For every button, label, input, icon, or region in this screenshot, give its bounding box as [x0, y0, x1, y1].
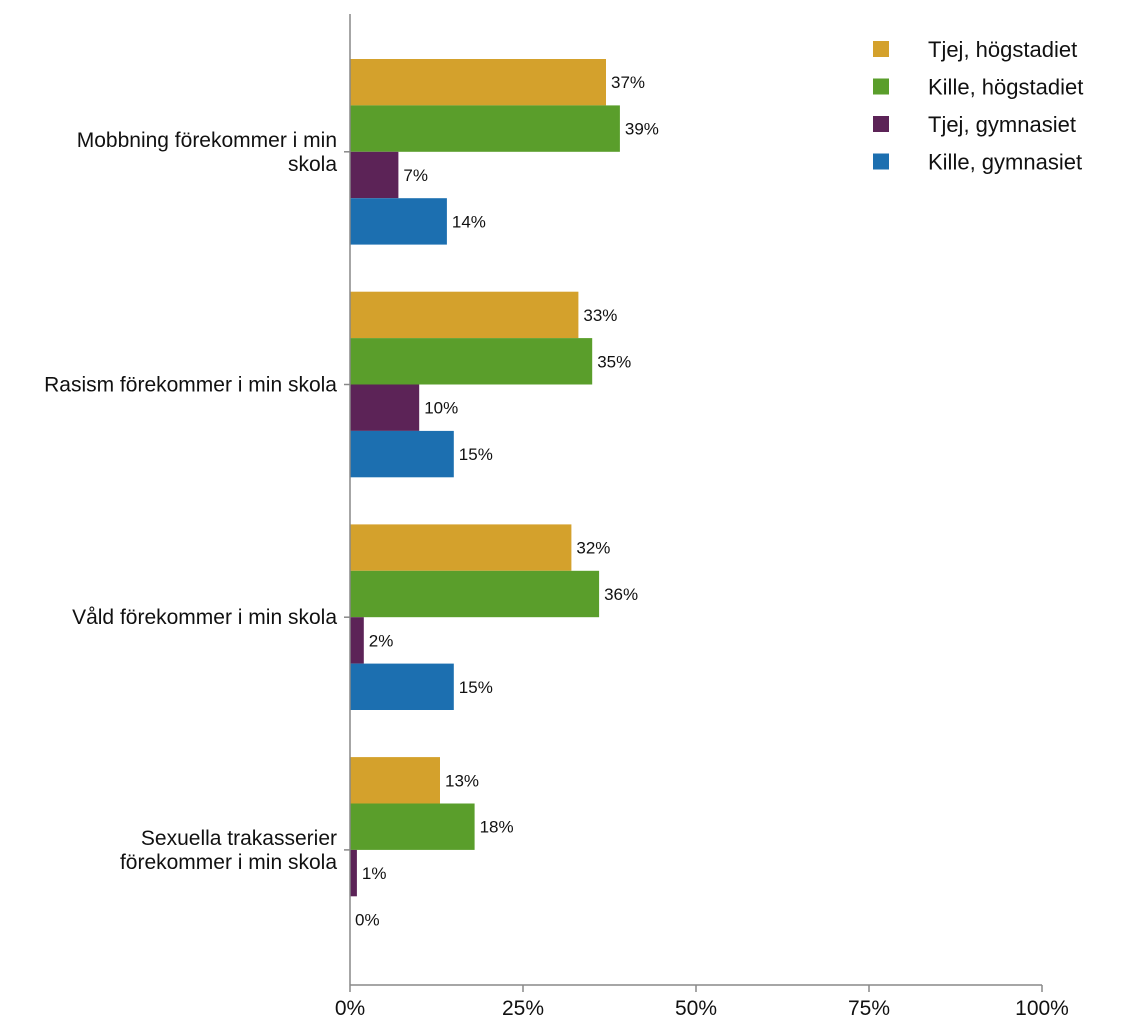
legend-label: Kille, gymnasiet [928, 150, 1082, 175]
bar-value-label: 37% [611, 73, 645, 92]
x-axis-ticks-group: 0% 25% 50% 75% 100% [335, 985, 1069, 1019]
bar-value-label: 39% [625, 120, 659, 139]
bar [350, 338, 593, 385]
category-label: skola [288, 153, 337, 176]
legend-swatch [873, 41, 889, 57]
bar-value-label: 1% [362, 864, 387, 883]
x-tick-label: 50% [675, 997, 717, 1019]
legend: Tjej, högstadiet Kille, högstadiet Tjej, g… [873, 37, 1083, 175]
bar-value-label: 13% [445, 771, 479, 790]
bar [350, 524, 572, 571]
bar-value-label: 33% [583, 306, 617, 325]
bar [350, 59, 606, 106]
bar-value-label: 35% [597, 352, 631, 371]
bar [350, 105, 620, 152]
value-labels-group: 37% 39% 7% 14% 33% 35% 10% 15% 32% 36% 2% 15% 13% 18%… [355, 73, 659, 929]
bar [350, 803, 475, 850]
bar [350, 291, 579, 339]
category-label: Sexuella trakasserier [141, 827, 337, 850]
bar-value-label: 2% [369, 631, 394, 650]
legend-swatch [873, 78, 889, 95]
bar-value-label: 7% [403, 166, 428, 185]
bars-group [350, 59, 620, 897]
bar [350, 430, 454, 478]
x-tick-label: 100% [1015, 997, 1069, 1019]
bar-value-label: 10% [424, 399, 458, 418]
bar-value-label: 36% [604, 585, 638, 604]
bar [350, 384, 420, 431]
legend-label: Tjej, högstadiet [928, 37, 1077, 62]
x-tick-label: 25% [502, 997, 544, 1019]
legend-swatch [873, 116, 889, 132]
category-label: Mobbning förekommer i min [77, 129, 337, 152]
bar [350, 151, 399, 199]
bar-value-label: 14% [452, 212, 486, 231]
bar [350, 757, 440, 804]
bar [350, 663, 454, 710]
bar [350, 849, 357, 897]
category-label: Våld förekommer i min skola [72, 606, 337, 629]
bar [350, 198, 447, 245]
legend-label: Tjej, gymnasiet [928, 112, 1076, 137]
x-tick-label: 0% [335, 997, 365, 1019]
legend-label: Kille, högstadiet [928, 75, 1083, 100]
bar-value-label: 0% [355, 911, 380, 930]
category-label: Rasism förekommer i min skola [44, 374, 337, 397]
bar [350, 617, 364, 664]
bar-value-label: 15% [459, 678, 493, 697]
category-label: förekommer i min skola [120, 851, 337, 874]
legend-swatch [873, 153, 889, 170]
bar [350, 570, 600, 618]
bar-value-label: 15% [459, 445, 493, 464]
bar-value-label: 32% [576, 539, 610, 558]
x-tick-label: 75% [848, 997, 890, 1019]
bar-value-label: 18% [480, 818, 514, 837]
